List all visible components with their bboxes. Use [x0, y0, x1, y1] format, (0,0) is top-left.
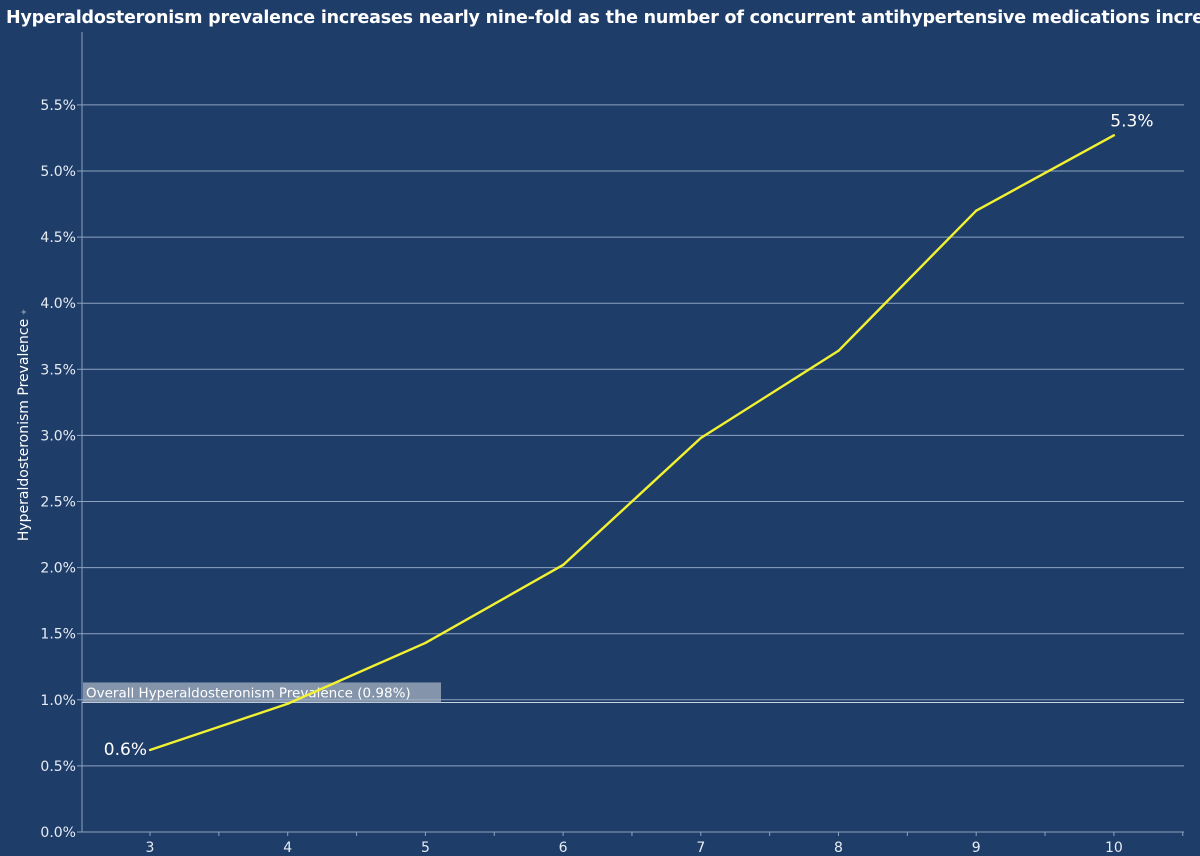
- labels-group: 0.6% 5.3%: [104, 111, 1154, 760]
- x-tick-label: 6: [559, 840, 568, 856]
- y-tick-label: 2.0%: [40, 561, 76, 577]
- chart-title: Hyperaldosteronism prevalence increases …: [6, 8, 1200, 28]
- axes: 0.0% 0.5% 1.0% 1.5% 2.0% 2.5% 3.0% 3.5% 4.0% 4.5%…: [16, 32, 1184, 856]
- series-group: [148, 134, 1116, 752]
- y-axis-title: Hyperaldosteronism Prevalence: [16, 319, 32, 541]
- x-tick-label: 5: [421, 840, 430, 856]
- data-point[interactable]: [975, 209, 978, 212]
- x-tick-label: 9: [972, 840, 981, 856]
- y-tick-label: 2.5%: [40, 495, 76, 511]
- y-tick-label: 4.0%: [40, 296, 76, 312]
- reference-label-box: [83, 682, 441, 703]
- data-point[interactable]: [1112, 134, 1116, 137]
- start-value-label: 0.6%: [104, 740, 147, 760]
- data-point[interactable]: [286, 702, 289, 705]
- y-tick-label: 1.5%: [40, 627, 76, 643]
- data-point[interactable]: [148, 748, 152, 752]
- reference-line-label: Overall Hyperaldosteronism Prevalence (0…: [86, 685, 411, 701]
- data-point[interactable]: [424, 641, 427, 645]
- x-tick-label: 4: [283, 840, 292, 856]
- sort-indicator-icon[interactable]: ✦: [20, 308, 30, 316]
- y-tick-label: 3.0%: [40, 428, 76, 444]
- data-point[interactable]: [699, 436, 702, 440]
- end-value-label: 5.3%: [1110, 111, 1153, 131]
- reference-line-group: Overall Hyperaldosteronism Prevalence (0…: [82, 682, 1184, 703]
- x-tick-label: 10: [1105, 840, 1123, 856]
- gridlines: [82, 104, 1184, 767]
- x-tick-label: 8: [834, 840, 843, 856]
- x-tick-label: 3: [146, 840, 155, 856]
- y-tick-label: 5.5%: [40, 98, 76, 114]
- data-point[interactable]: [561, 563, 565, 567]
- y-tick-label: 4.5%: [40, 230, 76, 246]
- y-tick-label: 1.0%: [40, 693, 76, 709]
- y-tick-label: 0.5%: [40, 759, 76, 775]
- y-tick-label: 3.5%: [40, 362, 76, 378]
- x-tick-label: 7: [696, 840, 705, 856]
- y-tick-label: 0.0%: [40, 825, 76, 841]
- series-line: [149, 134, 1115, 752]
- data-point[interactable]: [837, 349, 840, 352]
- y-tick-label: 5.0%: [40, 164, 76, 180]
